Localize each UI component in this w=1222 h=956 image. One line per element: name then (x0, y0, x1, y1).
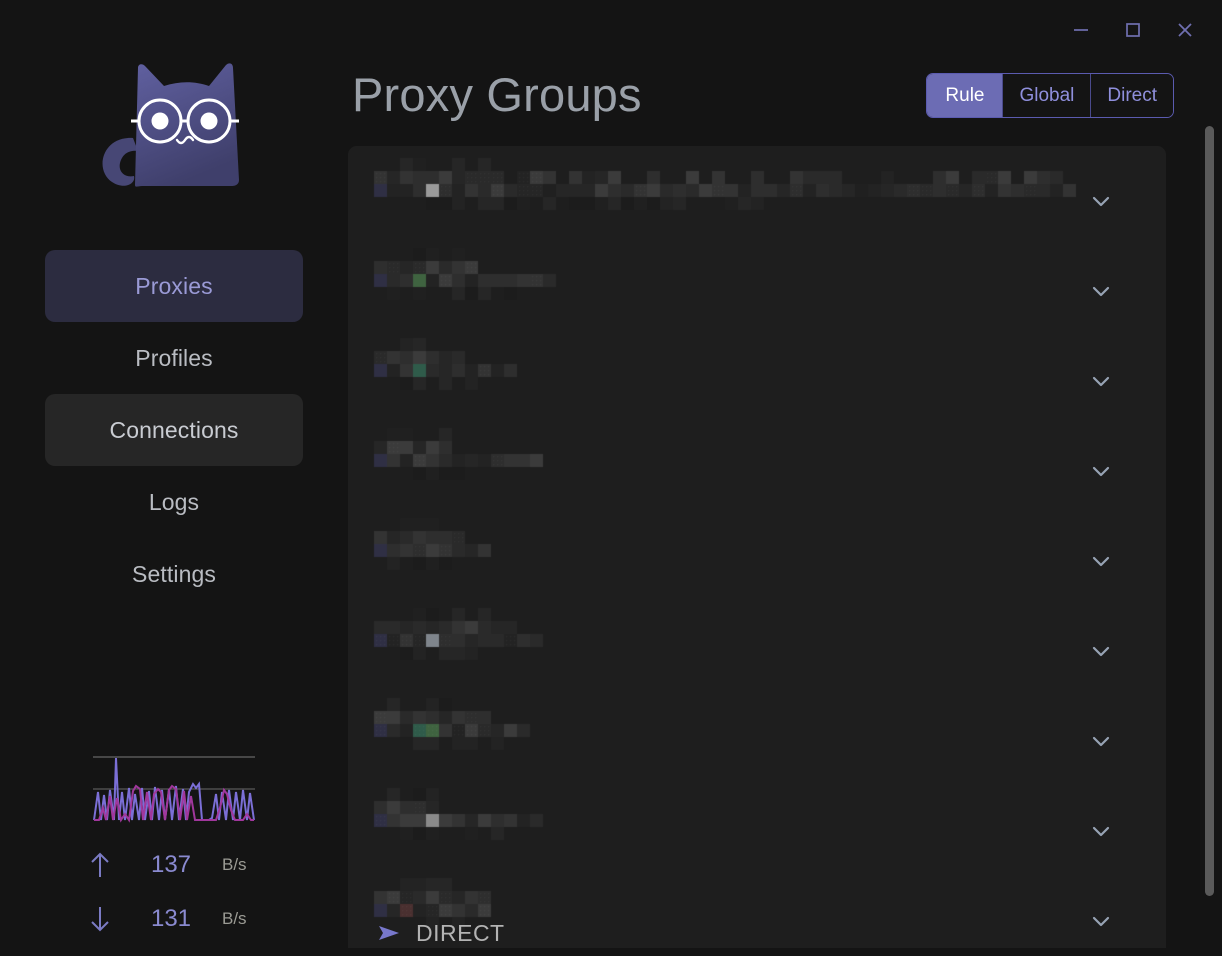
proxy-group-row[interactable] (348, 786, 1166, 876)
sidebar-item-proxies[interactable]: Proxies (45, 250, 303, 322)
scrollbar-thumb[interactable] (1205, 126, 1214, 896)
mode-selector: Rule Global Direct (926, 73, 1174, 118)
maximize-icon (1122, 19, 1144, 41)
traffic-sparkline (93, 756, 255, 823)
direct-proxy-label: DIRECT (416, 919, 505, 946)
sidebar-item-settings[interactable]: Settings (45, 538, 303, 610)
chevron-down-icon[interactable] (1088, 278, 1114, 304)
close-icon (1174, 19, 1196, 41)
sidebar-item-label: Profiles (135, 344, 213, 371)
sidebar-item-label: Settings (132, 560, 216, 587)
chevron-down-icon[interactable] (1088, 188, 1114, 214)
traffic-widget: 137 B/s 131 B/s (0, 748, 348, 946)
close-button[interactable] (1162, 13, 1208, 47)
window-bottom-strip (348, 948, 1222, 956)
sidebar-item-profiles[interactable]: Profiles (45, 322, 303, 394)
sidebar: Proxies Profiles Connections Logs Settin… (0, 0, 348, 956)
upload-speed-value: 137 (150, 851, 192, 878)
proxy-group-row[interactable] (348, 336, 1166, 426)
page-title: Proxy Groups (352, 68, 642, 121)
clash-cat-logo (74, 18, 274, 218)
arrow-up-icon (74, 850, 126, 880)
page-header: Proxy Groups Rule Global Direct (348, 0, 1222, 146)
vertical-scrollbar[interactable] (1205, 120, 1214, 910)
proxy-group-row[interactable] (348, 426, 1166, 516)
minimize-icon (1070, 19, 1092, 41)
mode-button-global[interactable]: Global (1003, 74, 1092, 117)
sidebar-item-connections[interactable]: Connections (45, 394, 303, 466)
chevron-down-icon[interactable] (1088, 818, 1114, 844)
redacted-proxy-content (348, 146, 1166, 956)
sidebar-item-label: Proxies (135, 272, 213, 299)
download-speed-row: 131 B/s (74, 892, 274, 946)
proxy-group-row[interactable] (348, 876, 1166, 956)
proxy-groups-panel: DIRECT (348, 146, 1166, 956)
mode-button-rule[interactable]: Rule (927, 74, 1004, 117)
chevron-down-icon[interactable] (1088, 368, 1114, 394)
download-speed-value: 131 (150, 905, 192, 932)
mode-button-direct[interactable]: Direct (1091, 74, 1173, 117)
minimize-button[interactable] (1058, 13, 1104, 47)
direct-proxy-item[interactable]: DIRECT (348, 910, 1166, 956)
proxy-group-row[interactable] (348, 696, 1166, 786)
chevron-down-icon[interactable] (1088, 548, 1114, 574)
proxy-group-row[interactable] (348, 246, 1166, 336)
arrow-down-icon (74, 904, 126, 934)
sidebar-nav: Proxies Profiles Connections Logs Settin… (0, 250, 348, 610)
upload-speed-row: 137 B/s (74, 838, 274, 892)
main-content: Proxy Groups Rule Global Direct (348, 0, 1222, 956)
proxy-group-row[interactable] (348, 516, 1166, 606)
proxy-group-rows (348, 146, 1166, 956)
sidebar-item-logs[interactable]: Logs (45, 466, 303, 538)
sidebar-item-label: Logs (148, 488, 200, 515)
send-arrow-icon (376, 922, 402, 944)
titlebar (1002, 0, 1222, 60)
chevron-down-icon[interactable] (1088, 638, 1114, 664)
chevron-down-icon[interactable] (1088, 908, 1114, 934)
proxy-group-row[interactable] (348, 156, 1166, 246)
chevron-down-icon[interactable] (1088, 728, 1114, 754)
download-speed-unit: B/s (222, 909, 247, 928)
sidebar-item-label: Connections (109, 416, 239, 443)
proxy-group-row[interactable] (348, 606, 1166, 696)
upload-speed-unit: B/s (222, 855, 247, 874)
chevron-down-icon[interactable] (1088, 458, 1114, 484)
maximize-button[interactable] (1110, 13, 1156, 47)
